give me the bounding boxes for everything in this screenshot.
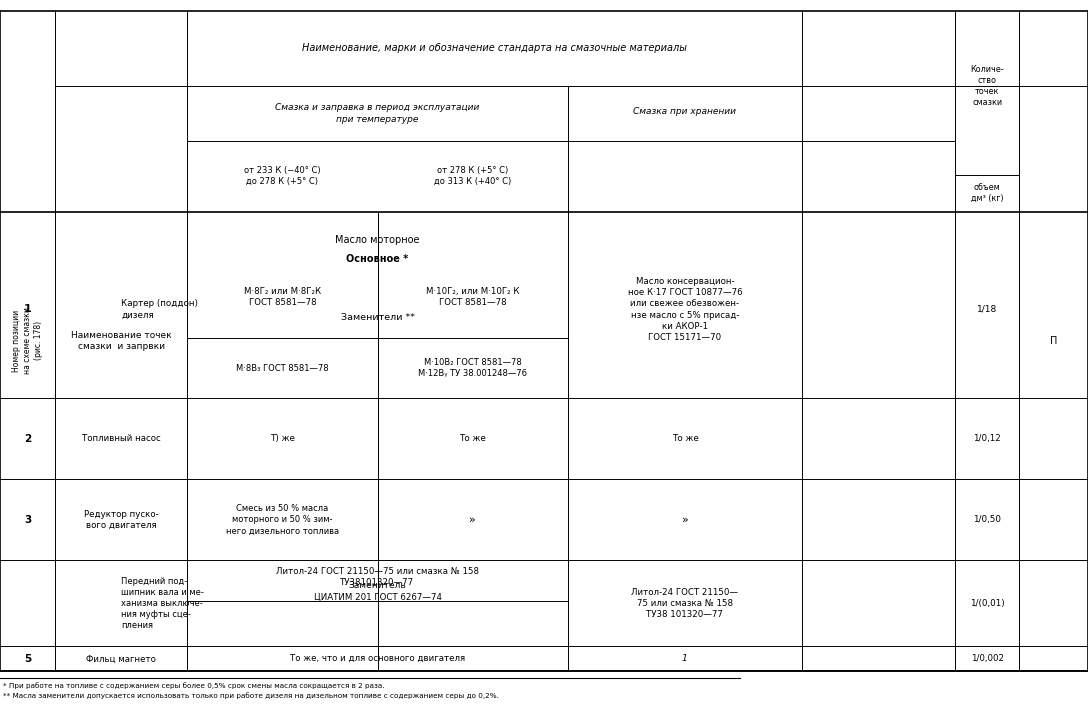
Text: 1/0,002: 1/0,002 xyxy=(970,654,1004,663)
Text: М·10В₂ ГОСТ 8581—78
М·12Вᵧ ТУ 38.001248—76: М·10В₂ ГОСТ 8581—78 М·12Вᵧ ТУ 38.001248—… xyxy=(418,358,528,379)
Text: Топливный насос: Топливный насос xyxy=(82,434,161,443)
Text: Передний под-
шипник вала и ме-
ханизма выключе-
ния муфты сце-
пления: Передний под- шипник вала и ме- ханизма … xyxy=(121,577,205,630)
Text: 1/18: 1/18 xyxy=(977,305,998,314)
Text: 1: 1 xyxy=(682,654,688,663)
Text: Масло моторное: Масло моторное xyxy=(335,235,420,245)
Text: М·8Г₂ или М·8Г₂К
ГОСТ 8581—78: М·8Г₂ или М·8Г₂К ГОСТ 8581—78 xyxy=(244,287,321,307)
Text: 1/(0,01): 1/(0,01) xyxy=(970,599,1004,608)
Text: Литол-24 ГОСТ 21150—75 или смазка № 158
ТУ38101320—77: Литол-24 ГОСТ 21150—75 или смазка № 158 … xyxy=(276,567,479,587)
Text: То же: То же xyxy=(459,434,486,443)
Text: »: » xyxy=(681,515,689,525)
Text: Наименование точек
смазки  и запрвки: Наименование точек смазки и запрвки xyxy=(71,331,172,351)
Text: Смазка при хранении: Смазка при хранении xyxy=(633,106,737,116)
Text: ЦИАТИМ 201 ГОСТ 6267—74: ЦИАТИМ 201 ГОСТ 6267—74 xyxy=(313,593,442,601)
Text: 1: 1 xyxy=(24,305,32,314)
Text: Заменители **: Заменители ** xyxy=(341,313,415,321)
Text: 1/0,12: 1/0,12 xyxy=(974,434,1001,443)
Text: 3: 3 xyxy=(24,515,32,525)
Text: »: » xyxy=(469,515,477,525)
Text: объем
дм³ (кг): объем дм³ (кг) xyxy=(972,183,1003,203)
Text: Смазка и заправка в период эксплуатации
при температуре: Смазка и заправка в период эксплуатации … xyxy=(275,104,480,123)
Text: Масло консервацион-
ное К·17 ГОСТ 10877—76
или свежее обезвожен-
нзе масло с 5% : Масло консервацион- ное К·17 ГОСТ 10877—… xyxy=(628,277,742,342)
Text: Заменитель: Заменитель xyxy=(348,581,407,589)
Text: Количе-
ство
точек
смазки: Количе- ство точек смазки xyxy=(970,64,1004,106)
Text: Редуктор пуско-
вого двигателя: Редуктор пуско- вого двигателя xyxy=(84,510,159,530)
Text: Наименование, марки и обозначение стандарта на смазочные материалы: Наименование, марки и обозначение станда… xyxy=(302,43,687,54)
Text: Картер (поддон)
дизеля: Картер (поддон) дизеля xyxy=(121,300,198,319)
Text: 2: 2 xyxy=(24,434,32,444)
Text: Номер позиции
на схеме смазки
(рис. 178): Номер позиции на схеме смазки (рис. 178) xyxy=(12,307,44,374)
Text: П: П xyxy=(1050,336,1058,346)
Text: 1/0,50: 1/0,50 xyxy=(974,515,1001,525)
Text: Фильц магнето: Фильц магнето xyxy=(86,654,157,663)
Text: М·10Г₂, или М·10Г₂ К
ГОСТ 8581—78: М·10Г₂, или М·10Г₂ К ГОСТ 8581—78 xyxy=(426,287,519,307)
Text: Литол-24 ГОСТ 21150—
75 или смазка № 158
ТУ38 101320—77: Литол-24 ГОСТ 21150— 75 или смазка № 158… xyxy=(631,588,739,619)
Text: Т) же: Т) же xyxy=(270,434,295,443)
Text: То же: То же xyxy=(671,434,698,443)
Text: от 233 К (−40° С)
до 278 К (+5° С): от 233 К (−40° С) до 278 К (+5° С) xyxy=(244,166,321,186)
Text: Основное *: Основное * xyxy=(346,255,409,264)
Text: То же, что и для основного двигателя: То же, что и для основного двигателя xyxy=(290,654,465,663)
Text: * При работе на топливе с содержанием серы более 0,5% срок смены масла сокращает: * При работе на топливе с содержанием се… xyxy=(3,682,385,689)
Text: ** Масла заменители допускается использовать только при работе дизеля на дизельн: ** Масла заменители допускается использо… xyxy=(3,692,499,699)
Text: М·8В₃ ГОСТ 8581—78: М·8В₃ ГОСТ 8581—78 xyxy=(236,364,329,373)
Text: Смесь из 50 % масла
моторного и 50 % зим-
него дизельного топлива: Смесь из 50 % масла моторного и 50 % зим… xyxy=(226,504,338,536)
Text: 5: 5 xyxy=(24,654,32,664)
Text: от 278 К (+5° С)
до 313 К (+40° С): от 278 К (+5° С) до 313 К (+40° С) xyxy=(434,166,511,186)
